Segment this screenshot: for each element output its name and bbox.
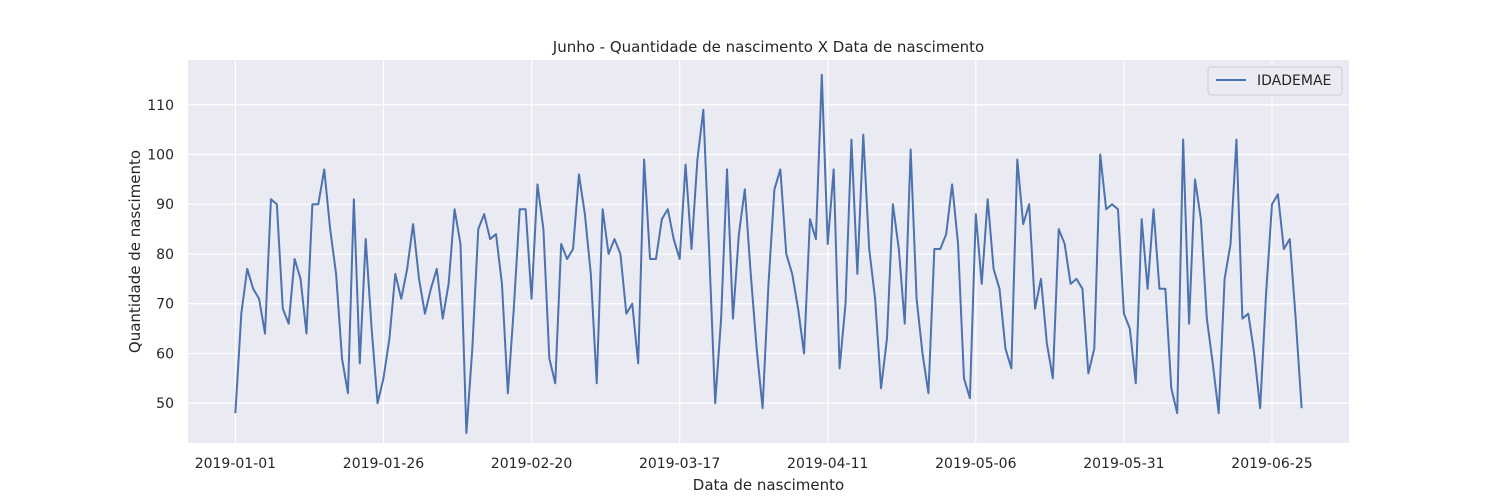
x-tick-label: 2019-05-06	[935, 456, 1016, 472]
x-tick-label: 2019-01-26	[343, 456, 424, 472]
y-tick-label: 90	[156, 197, 174, 213]
y-tick-label: 80	[156, 247, 174, 263]
legend-box	[1207, 66, 1343, 96]
chart-title: Junho - Quantidade de nascimento X Data …	[552, 38, 984, 56]
y-gridlines	[188, 104, 1349, 404]
legend: IDADEMAE	[1207, 66, 1343, 96]
x-tick-label: 2019-02-20	[491, 456, 572, 472]
y-tick-label: 50	[156, 396, 174, 412]
series-layer	[234, 73, 1303, 435]
x-tick-label: 2019-05-31	[1083, 456, 1164, 472]
y-tick-label: 110	[147, 98, 174, 114]
y-tick-labels: 50 60 70 80 90 100 110	[147, 98, 174, 412]
x-tick-label: 2019-03-17	[639, 456, 720, 472]
x-tick-label: 2019-04-11	[787, 456, 868, 472]
x-tick-labels: 2019-01-01 2019-01-26 2019-02-20 2019-03-17…	[195, 456, 1313, 472]
x-tick-label: 2019-01-01	[195, 456, 276, 472]
y-tick-label: 60	[156, 346, 174, 362]
y-tick-label: 100	[147, 148, 174, 164]
legend-label: IDADEMAE	[1257, 73, 1331, 89]
plot-background	[188, 60, 1349, 443]
x-gridlines	[234, 60, 1273, 443]
series-line-idademae	[234, 73, 1303, 435]
y-axis-label: Quantidade de nascimento	[126, 150, 144, 353]
x-tick-label: 2019-06-25	[1231, 456, 1312, 472]
y-tick-label: 70	[156, 297, 174, 313]
x-axis-label: Data de nascimento	[693, 476, 844, 494]
